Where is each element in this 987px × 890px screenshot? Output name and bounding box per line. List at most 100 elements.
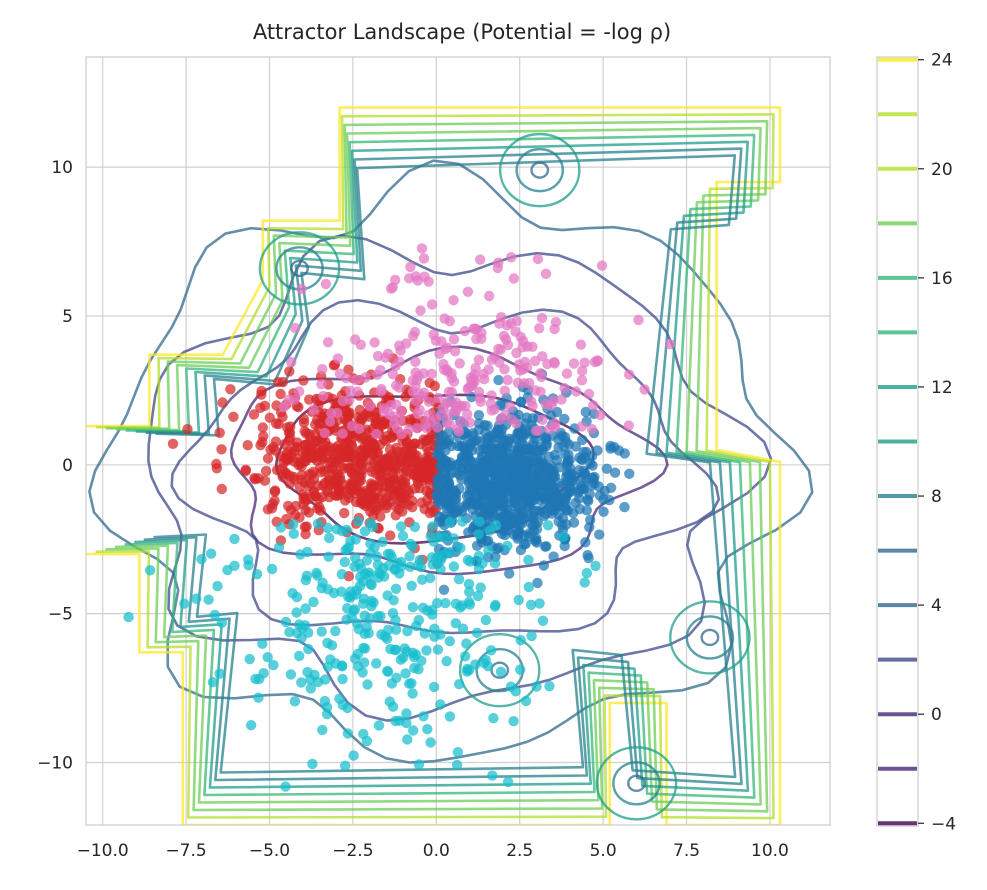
scatter-point [438,584,450,595]
scatter-point [513,594,524,606]
scatter-point [357,450,369,461]
scatter-point [410,649,422,660]
contour-line [458,633,541,708]
scatter-point [624,468,635,479]
scatter-point [372,369,383,380]
scatter-point [554,478,565,489]
scatter-point [452,440,463,452]
scatter-point [508,466,520,477]
scatter-point [418,253,430,264]
scatter-point [488,713,499,724]
scatter-point [581,567,593,579]
scatter-point [294,481,305,492]
scatter-point [462,409,473,420]
scatter-point [179,598,190,609]
scatter-point [298,499,309,510]
scatter-point [501,320,513,331]
scatter-point [508,273,520,284]
scatter-point [456,451,468,462]
scatter-point [144,565,156,576]
scatter-point [334,693,345,704]
scatter-point [364,401,376,412]
scatter-point [293,460,304,471]
scatter-point [519,444,530,455]
scatter-point [531,533,542,544]
scatter-point [449,346,461,357]
scatter-point [269,445,281,456]
scatter-point [415,305,426,316]
colorbar-tick-label: 16 [931,269,953,289]
scatter-point [286,356,297,368]
scatter-point [298,489,309,500]
scatter-point [255,440,266,451]
scatter-point [225,384,236,395]
contour-layer [86,106,814,825]
scatter-point [285,669,297,680]
scatter-point [373,720,385,731]
scatter-point [586,480,598,491]
scatter-point [413,759,425,770]
scatter-point [457,516,468,527]
scatter-point [513,478,524,489]
scatter-point [435,555,446,566]
scatter-point [418,368,429,379]
colorbar-tick-label: 4 [931,596,942,616]
scatter-point [203,594,214,605]
scatter-point [532,516,544,528]
scatter-point [337,395,348,407]
contour-line [114,126,762,806]
scatter-point [376,383,387,395]
scatter-point [462,465,474,476]
scatter-point [387,608,399,619]
chart-title: Attractor Landscape (Potential = -log ρ) [253,20,671,44]
scatter-point [419,628,430,639]
scatter-point [426,368,437,379]
scatter-point [395,521,407,532]
scatter-point [308,487,319,499]
scatter-point [432,597,443,609]
scatter-point [407,602,419,613]
scatter-point [266,503,278,514]
scatter-point [214,668,225,679]
scatter-point [605,440,616,452]
scatter-point [444,419,455,430]
scatter-point [521,412,532,423]
scatter-point [560,436,572,448]
scatter-point [428,536,439,547]
scatter-point [377,562,389,574]
scatter-point [351,374,362,386]
scatter-point [256,389,267,400]
scatter-point [559,413,570,425]
scatter-point [354,404,365,416]
scatter-point [619,501,630,513]
scatter-point [441,364,453,375]
scatter-point [534,598,545,609]
scatter-point [404,551,415,562]
scatter-point [486,390,497,401]
scatter-point [354,484,365,496]
scatter-point [639,384,650,395]
scatter-point [249,472,260,484]
scatter-point [331,490,343,502]
x-tick-label: 0.0 [423,841,450,861]
scatter-point [466,391,477,403]
scatter-point [481,467,492,479]
scatter-point [489,351,500,362]
scatter-point [532,577,543,589]
scatter-point [269,485,281,496]
scatter-point [513,490,525,501]
scatter-point [537,414,548,425]
scatter-point [468,323,479,334]
scatter-point [476,333,487,344]
scatter-point [664,339,676,350]
contour-line [627,774,646,793]
scatter-point [605,482,617,493]
scatter-point [579,469,590,480]
scatter-point [561,459,572,471]
scatter-point [331,468,342,480]
scatter-point [432,448,444,459]
scatter-point [520,538,531,549]
scatter-point [586,450,598,462]
scatter-point [530,483,541,494]
